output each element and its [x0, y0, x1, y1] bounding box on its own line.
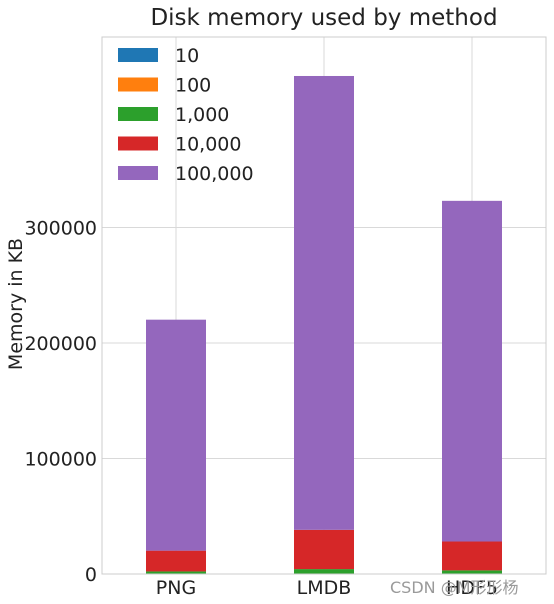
bar-hdf5-1000	[442, 570, 502, 574]
plot-frame	[101, 36, 547, 575]
x-tick-label: LMDB	[297, 577, 352, 599]
bar-png-100000	[146, 319, 206, 551]
legend-swatch	[118, 136, 158, 151]
legend-label: 1,000	[175, 104, 229, 126]
bar-lmdb-100000	[294, 75, 354, 530]
legend-swatch	[118, 107, 158, 121]
bar-png-1000	[146, 571, 206, 574]
watermark: CSDN @M形形杨	[390, 578, 519, 597]
bars	[146, 75, 502, 574]
y-tick-label: 100000	[24, 449, 97, 471]
bar-hdf5-100000	[442, 200, 502, 542]
bar-lmdb-10000	[294, 529, 354, 570]
y-tick-label: 300000	[24, 218, 97, 240]
legend-label: 10	[175, 45, 199, 67]
legend-label: 10,000	[175, 134, 241, 156]
y-tick-label: 0	[85, 564, 97, 586]
y-tick-labels: 0 100000 200000 300000	[24, 218, 97, 586]
legend-label: 100,000	[175, 163, 254, 185]
bar-lmdb-1000	[294, 569, 354, 574]
bar-hdf5-10000	[442, 541, 502, 571]
legend: 10 100 1,000 10,000 100,000	[118, 45, 254, 185]
x-tick-label: PNG	[156, 577, 196, 599]
y-tick-label: 200000	[24, 333, 97, 355]
x-tick-labels: PNG LMDB HDF5	[156, 577, 498, 599]
chart-title: Disk memory used by method	[150, 5, 497, 31]
legend-swatch	[118, 77, 158, 92]
y-axis-label: Memory in KB	[5, 238, 27, 370]
x-tick-label: HDF5	[446, 577, 498, 599]
legend-swatch	[118, 166, 158, 180]
bar-png-10000	[146, 550, 206, 572]
legend-label: 100	[175, 75, 211, 97]
legend-swatch	[118, 48, 158, 62]
